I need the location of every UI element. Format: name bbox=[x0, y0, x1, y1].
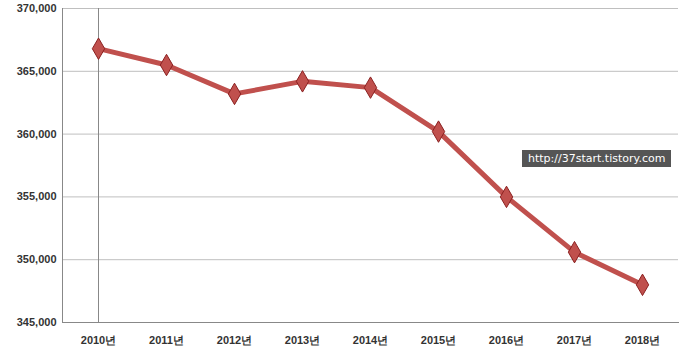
svg-text:2013년: 2013년 bbox=[285, 334, 320, 346]
svg-text:355,000: 355,000 bbox=[17, 190, 57, 202]
svg-text:345,000: 345,000 bbox=[17, 316, 57, 328]
svg-text:365,000: 365,000 bbox=[17, 65, 57, 77]
svg-text:2011년: 2011년 bbox=[149, 334, 184, 346]
svg-text:2010년: 2010년 bbox=[81, 334, 116, 346]
svg-text:2018년: 2018년 bbox=[625, 334, 660, 346]
svg-text:2016년: 2016년 bbox=[489, 334, 524, 346]
html-text:http://37start.tistory.com: http://37start.tistory.com bbox=[528, 152, 666, 165]
svg-text:2017년: 2017년 bbox=[557, 334, 592, 346]
svg-text:370,000: 370,000 bbox=[17, 2, 57, 14]
svg-text:360,000: 360,000 bbox=[17, 128, 57, 140]
svg-text:350,000: 350,000 bbox=[17, 253, 57, 265]
svg-text:2015년: 2015년 bbox=[421, 334, 456, 346]
svg-text:2014년: 2014년 bbox=[353, 334, 388, 346]
svg-text:2012년: 2012년 bbox=[217, 334, 252, 346]
